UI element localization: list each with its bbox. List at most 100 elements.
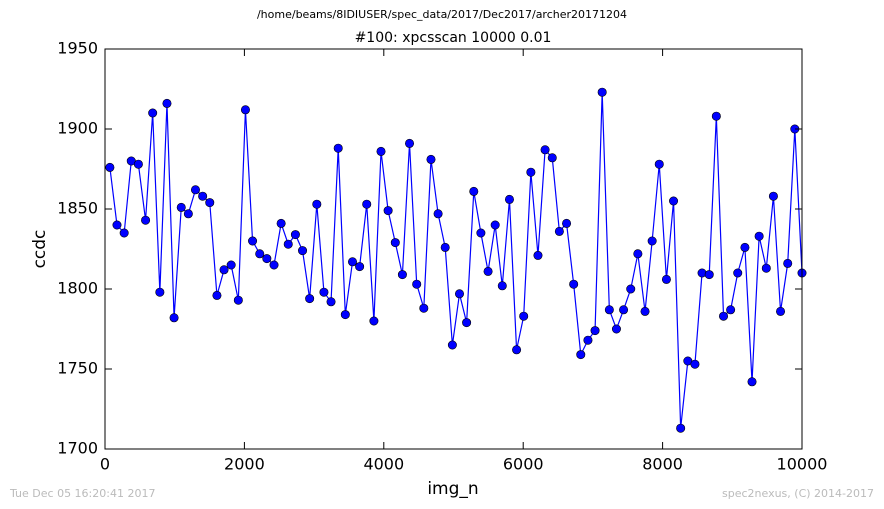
suptitle: /home/beams/8IDIUSER/spec_data/2017/Dec2…	[257, 8, 627, 21]
data-point	[290, 230, 300, 240]
data-point	[412, 279, 422, 289]
data-point	[333, 143, 343, 153]
data-point	[676, 423, 686, 433]
x-tick-label: 8000	[642, 455, 683, 474]
data-point	[576, 350, 586, 360]
data-point	[190, 185, 200, 195]
data-point	[669, 196, 679, 206]
data-point	[355, 262, 365, 272]
data-point	[226, 260, 236, 270]
data-point	[319, 287, 329, 297]
data-point	[433, 209, 443, 219]
data-point	[340, 310, 350, 320]
data-point	[633, 249, 643, 259]
data-point	[462, 318, 472, 328]
data-point	[611, 324, 621, 334]
data-point	[454, 289, 464, 299]
plot-frame	[104, 48, 803, 450]
data-point	[733, 268, 743, 278]
data-point	[569, 279, 579, 289]
data-point	[390, 238, 400, 248]
y-tick-label: 1700	[57, 439, 98, 458]
data-point	[540, 145, 550, 155]
y-tick-label: 1900	[57, 119, 98, 138]
data-point	[597, 87, 607, 97]
x-tick-label: 4000	[363, 455, 404, 474]
data-point	[626, 284, 636, 294]
x-tick-label: 0	[100, 455, 110, 474]
data-point	[148, 108, 158, 118]
data-point	[240, 105, 250, 115]
data-point	[176, 202, 186, 212]
data-point	[547, 153, 557, 163]
data-point	[248, 236, 258, 246]
y-tick-label: 1750	[57, 359, 98, 378]
data-point	[554, 226, 564, 236]
data-point	[369, 316, 379, 326]
data-point	[704, 270, 714, 280]
data-point	[219, 265, 229, 275]
data-point	[519, 311, 529, 321]
data-point	[647, 236, 657, 246]
data-point	[476, 228, 486, 238]
data-point	[205, 198, 215, 208]
data-point	[497, 281, 507, 291]
data-point	[305, 294, 315, 304]
data-point	[405, 138, 415, 148]
data-point	[112, 220, 122, 230]
data-point	[169, 313, 179, 323]
data-point	[719, 311, 729, 321]
data-point	[383, 206, 393, 216]
y-tick-label: 1850	[57, 199, 98, 218]
data-point	[326, 297, 336, 307]
data-point	[312, 199, 322, 209]
data-point	[783, 258, 793, 268]
y-tick-label: 1950	[57, 39, 98, 58]
data-point	[583, 335, 593, 345]
data-point	[233, 295, 243, 305]
data-point	[619, 305, 629, 315]
data-point	[269, 260, 279, 270]
data-point	[348, 257, 358, 267]
data-point	[690, 359, 700, 369]
data-point	[711, 111, 721, 121]
data-point	[640, 306, 650, 316]
data-point	[726, 305, 736, 315]
data-point	[768, 191, 778, 201]
x-tick-label: 10000	[777, 455, 828, 474]
data-point	[604, 305, 614, 315]
data-point	[504, 194, 514, 204]
data-point	[155, 287, 165, 297]
data-point	[298, 246, 308, 256]
x-axis-label: img_n	[427, 479, 478, 499]
data-point	[526, 167, 536, 177]
footer-left: Tue Dec 05 16:20:41 2017	[9, 487, 155, 500]
y-tick-label: 1800	[57, 279, 98, 298]
y-axis-label: ccdc	[30, 230, 50, 269]
data-point	[654, 159, 664, 169]
data-point	[426, 154, 436, 164]
data-point	[761, 263, 771, 273]
data-point	[490, 220, 500, 230]
data-point	[776, 306, 786, 316]
data-point	[590, 326, 600, 336]
data-point	[740, 242, 750, 252]
x-tick-label: 6000	[503, 455, 544, 474]
data-point	[562, 218, 572, 228]
data-point	[255, 249, 265, 259]
data-point	[362, 199, 372, 209]
x-tick-label: 2000	[224, 455, 265, 474]
data-point	[512, 345, 522, 355]
data-point	[212, 290, 222, 300]
data-point	[419, 303, 429, 313]
data-point	[397, 270, 407, 280]
data-point	[483, 266, 493, 276]
data-point	[262, 254, 272, 264]
data-point	[376, 146, 386, 156]
footer-right: spec2nexus, (C) 2014-2017	[722, 487, 874, 500]
data-point	[183, 209, 193, 219]
data-point	[754, 231, 764, 241]
data-point	[440, 242, 450, 252]
data-point	[133, 159, 143, 169]
